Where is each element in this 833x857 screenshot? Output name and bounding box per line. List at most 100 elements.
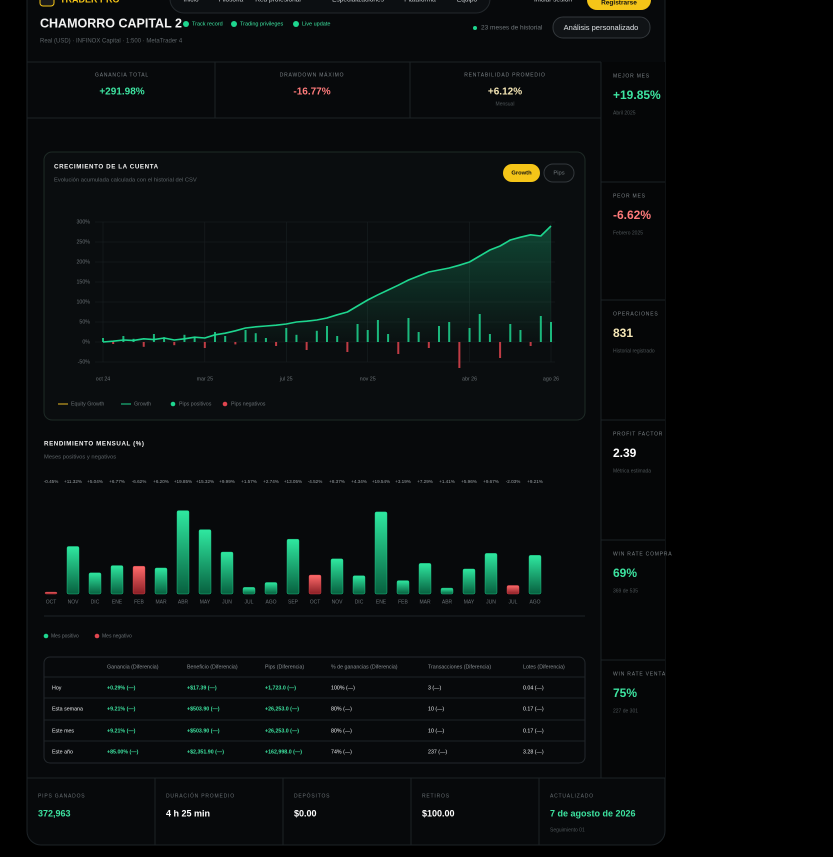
footer-label: PIPS GANADOS (38, 793, 85, 799)
pip-bar (203, 342, 206, 348)
legend-label: Pips negativos (231, 401, 266, 407)
stat-value: +6.12% (488, 87, 522, 98)
x-tick-label: abr 26 (462, 376, 477, 382)
footer-value: 372,963 (38, 808, 71, 818)
pip-bar (397, 342, 400, 354)
x-tick-label: ABR (178, 599, 189, 605)
badge-icon (293, 21, 299, 27)
pip-bar (499, 342, 502, 358)
table-cell: +$2,351.90 (—) (187, 749, 224, 755)
table-header: % de ganancias (Diferencia) (331, 664, 398, 670)
month-bar (352, 575, 366, 595)
x-tick-label: mar 25 (197, 376, 214, 382)
badge: Trading privileges (240, 21, 283, 27)
bar-value-label: +11.32% (64, 479, 82, 484)
month-bar (506, 585, 520, 595)
pip-bar (102, 338, 104, 342)
legend-swatch (94, 633, 100, 639)
legend-swatch (43, 633, 49, 639)
month-bar (264, 582, 278, 595)
side-label: MEJOR MES (613, 73, 650, 79)
bar-value-label: +3.19% (395, 479, 411, 484)
footer-label: DEPÓSITOS (294, 792, 330, 799)
x-tick-label: MAR (155, 599, 167, 605)
bar-value-label: +9.67% (483, 479, 499, 484)
x-tick-label: AGO (265, 599, 276, 605)
y-tick-label: 0% (82, 339, 90, 345)
toggle-growth[interactable] (503, 164, 540, 182)
pip-bar (529, 342, 532, 346)
footer-label: ACTUALIZADO (550, 793, 594, 799)
month-bar (330, 558, 344, 595)
table-cell: +0.29% (—) (107, 685, 136, 691)
table-cell: +26,253.0 (—) (265, 728, 299, 734)
chart-subtitle: Meses positivos y negativos (44, 455, 116, 461)
table-header: Ganancia (Diferencia) (107, 664, 159, 670)
side-label: PEOR MES (613, 193, 646, 199)
stat-value: +291.98% (99, 87, 144, 98)
cta-button[interactable] (587, 0, 651, 10)
y-tick-label: 50% (79, 319, 90, 325)
legend-swatch (222, 401, 228, 407)
analysis-button[interactable] (552, 16, 651, 39)
side-value: +19.85% (613, 88, 661, 102)
growth-area (103, 226, 551, 342)
stat-label: DRAWDOWN MÁXIMO (280, 71, 345, 78)
x-tick-label: ABR (442, 599, 453, 605)
table-header: Transacciones (Diferencia) (428, 664, 491, 670)
footer-note: Seguimiento 01 (550, 827, 585, 833)
growth-card (43, 151, 586, 421)
x-tick-label: ENE (112, 599, 123, 605)
table-cell: 0.04 (—) (523, 685, 544, 691)
table-row-label: Esta semana (52, 706, 83, 712)
table-cell: 0.17 (—) (523, 706, 544, 712)
month-bar (462, 568, 476, 595)
x-tick-label: oct 24 (96, 376, 110, 382)
analysis-button-label: Análisis personalizado (564, 23, 639, 32)
toggle-pips[interactable] (543, 163, 575, 183)
table-row-label: Este mes (52, 728, 74, 734)
x-tick-label: NOV (68, 599, 80, 605)
table-cell: +$17.39 (—) (187, 685, 217, 691)
month-bar (132, 565, 146, 595)
bar-value-label: +6.20% (153, 479, 169, 484)
legend-label: Growth (134, 401, 151, 407)
table-cell: +9.21% (—) (107, 706, 136, 712)
month-bar (198, 529, 212, 595)
x-tick-label: AGO (529, 599, 540, 605)
side-note: 227 de 301 (613, 708, 638, 714)
legend-label: Pips positivos (179, 401, 212, 407)
month-bar (110, 565, 124, 595)
bar-value-label: +5.96% (461, 479, 477, 484)
y-tick-label: 250% (76, 239, 90, 245)
month-bar (242, 587, 256, 595)
side-value: 2.39 (613, 446, 637, 460)
x-tick-label: JUL (509, 599, 518, 605)
x-tick-label: FEB (134, 599, 144, 605)
bar-value-label: +5.04% (87, 479, 103, 484)
pip-bar (152, 334, 155, 342)
table-cell: +162,998.0 (—) (265, 749, 302, 755)
table-header: Beneficio (Diferencia) (187, 664, 238, 670)
table-cell: +$503.90 (—) (187, 706, 220, 712)
table-cell: +9.21% (—) (107, 728, 136, 734)
x-tick-label: ago 26 (543, 376, 559, 382)
month-bar (88, 572, 102, 595)
history: 23 meses de historial (481, 25, 543, 32)
x-tick-label: OCT (310, 599, 321, 605)
x-tick-label: nov 25 (360, 376, 376, 382)
month-bar (528, 555, 542, 595)
history-dot (473, 26, 477, 30)
stat-value: -16.77% (293, 87, 330, 98)
table-cell: 80% (—) (331, 728, 352, 734)
x-tick-label: MAR (419, 599, 431, 605)
x-tick-label: ENE (376, 599, 387, 605)
month-bar (308, 574, 322, 595)
pip-bar (142, 342, 145, 347)
y-tick-label: -50% (78, 359, 91, 365)
footer-value: $100.00 (422, 808, 455, 818)
bar-value-label: +13.05% (284, 479, 302, 484)
side-label: PROFIT FACTOR (613, 431, 663, 437)
month-bar (374, 511, 388, 595)
